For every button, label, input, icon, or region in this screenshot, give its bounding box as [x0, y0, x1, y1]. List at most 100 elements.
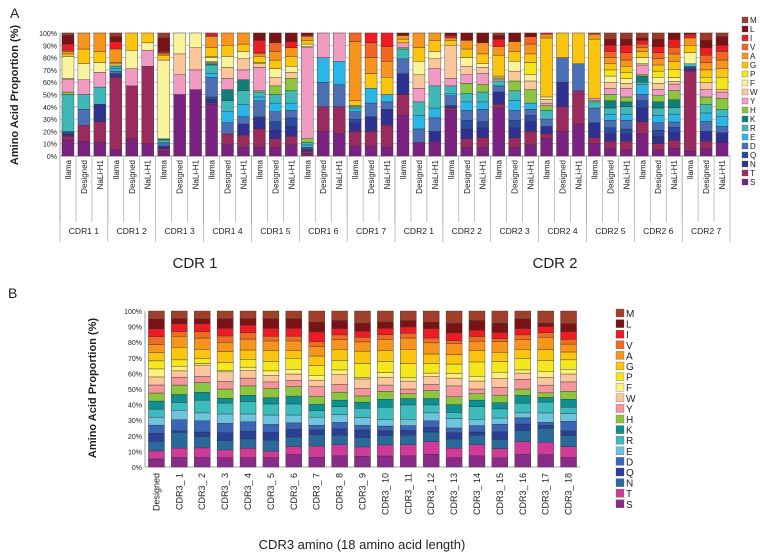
bar-segment-S [476, 147, 489, 157]
bar-segment-T [141, 66, 154, 144]
legend-label: Y [626, 404, 633, 415]
bar-segment-K [620, 101, 633, 107]
bar-segment-I [194, 323, 211, 332]
bar-segment-R [61, 94, 75, 132]
bar-segment-L [301, 32, 314, 36]
bar-segment-A [412, 32, 426, 48]
bar-segment-K [331, 399, 348, 407]
legend-swatch [615, 330, 625, 339]
bar-segment-F [445, 373, 463, 379]
x-tick-label: llama [495, 159, 504, 179]
bar-segment-Y [604, 88, 617, 95]
bar-segment-S [524, 144, 537, 157]
bar-segment-E [348, 107, 362, 112]
legend-label: P [750, 70, 755, 79]
legend-swatch [741, 160, 749, 168]
bar-segment-L [331, 320, 348, 329]
bar-segment-E [491, 417, 509, 425]
bar-segment-A [422, 342, 440, 355]
bar-segment-P [620, 72, 633, 79]
bar-segment-T [194, 447, 211, 458]
bar-segment-S [171, 457, 188, 468]
panel-a-ylabel: Amino Acid Proportion (%) [9, 25, 21, 165]
bar-segment-P [537, 360, 554, 372]
bar-segment-F [514, 369, 531, 374]
bar-segment-E [285, 414, 303, 424]
x-tick-label: NaLi-H1 [96, 159, 105, 189]
bar-segment-Q [148, 433, 165, 442]
bar-segment-E [444, 93, 458, 96]
bar-segment-D [428, 117, 442, 132]
x-tick-label: Designed [511, 160, 520, 194]
bar-segment-R [428, 85, 442, 109]
bar-segment-V [652, 52, 665, 60]
stacked-bar [109, 32, 123, 157]
bar-segment-L [396, 32, 410, 36]
bar-segment-G [667, 61, 681, 70]
bar-segment-G [537, 349, 554, 361]
bar-segment-F [604, 75, 617, 83]
bar-segment-T [77, 125, 91, 142]
bar-segment-F [205, 57, 218, 62]
bar-segment-D [540, 118, 553, 127]
bar-segment-V [364, 42, 378, 58]
bar-segment-I [514, 328, 531, 336]
bar-segment-T [556, 106, 569, 132]
supergroup-label-cdr2: CDR 2 [532, 255, 577, 272]
stacked-bar [540, 32, 553, 157]
bar-segment-M [61, 32, 75, 36]
bar-segment-R [171, 402, 188, 411]
bar-segment-L [560, 323, 577, 332]
bar-segment-N [560, 435, 577, 447]
bar-segment-N [308, 434, 325, 447]
x-tick-label: CDR3_ 1 [174, 473, 184, 510]
bar-segment-S [173, 94, 186, 157]
bar-segment-T [148, 450, 165, 460]
bar-segment-W [460, 66, 473, 76]
bar-segment-K [491, 402, 509, 410]
bar-segment-Q [285, 117, 298, 127]
bar-segment-T [652, 143, 665, 151]
bar-segment-Y [77, 79, 91, 95]
bar-segment-H [667, 90, 681, 100]
legend-label: M [750, 16, 757, 25]
x-tick-label: CDR3_ 18 [564, 473, 574, 515]
x-tick-label: CDR3_ 13 [449, 473, 459, 515]
bar-segment-I [444, 35, 458, 39]
bar-segment-F [148, 368, 165, 378]
bar-segment-W [377, 376, 394, 386]
x-tick-label: NaLi-H1 [144, 159, 153, 189]
legend-label: W [750, 88, 758, 97]
bar-segment-R [422, 404, 440, 414]
bar-segment-H [468, 393, 486, 401]
x-tick-label: Designed [151, 473, 161, 511]
x-tick-label: Designed [224, 160, 233, 194]
x-tick-label: llama [638, 159, 647, 179]
bar-segment-L [354, 323, 371, 332]
stacked-bar [189, 32, 202, 157]
bar-segment-L [308, 322, 325, 333]
bar-segment-R [285, 90, 298, 104]
bar-segment-H [301, 138, 314, 143]
bar-segment-R [715, 109, 729, 117]
bar-segment-T [444, 107, 458, 111]
bar-segment-R [468, 406, 486, 420]
stacked-bar [377, 310, 394, 468]
legend-swatch [615, 340, 625, 349]
bar-segment-V [445, 340, 463, 344]
bar-segment-Y [173, 74, 186, 95]
bar-segment-I [61, 43, 75, 51]
legend-label: D [626, 457, 633, 468]
bar-segment-T [683, 70, 697, 152]
bar-segment-W [667, 81, 681, 85]
bar-segment-A [699, 62, 713, 71]
bar-segment-N [422, 431, 440, 442]
stacked-bar [285, 32, 298, 157]
stacked-bar [262, 310, 280, 468]
bar-segment-F [491, 371, 509, 379]
bar-segment-E [301, 144, 314, 148]
bar-segment-A [194, 337, 211, 350]
stacked-bar [396, 32, 410, 157]
bar-segment-Y [444, 78, 458, 87]
bar-segment-A [508, 41, 521, 52]
